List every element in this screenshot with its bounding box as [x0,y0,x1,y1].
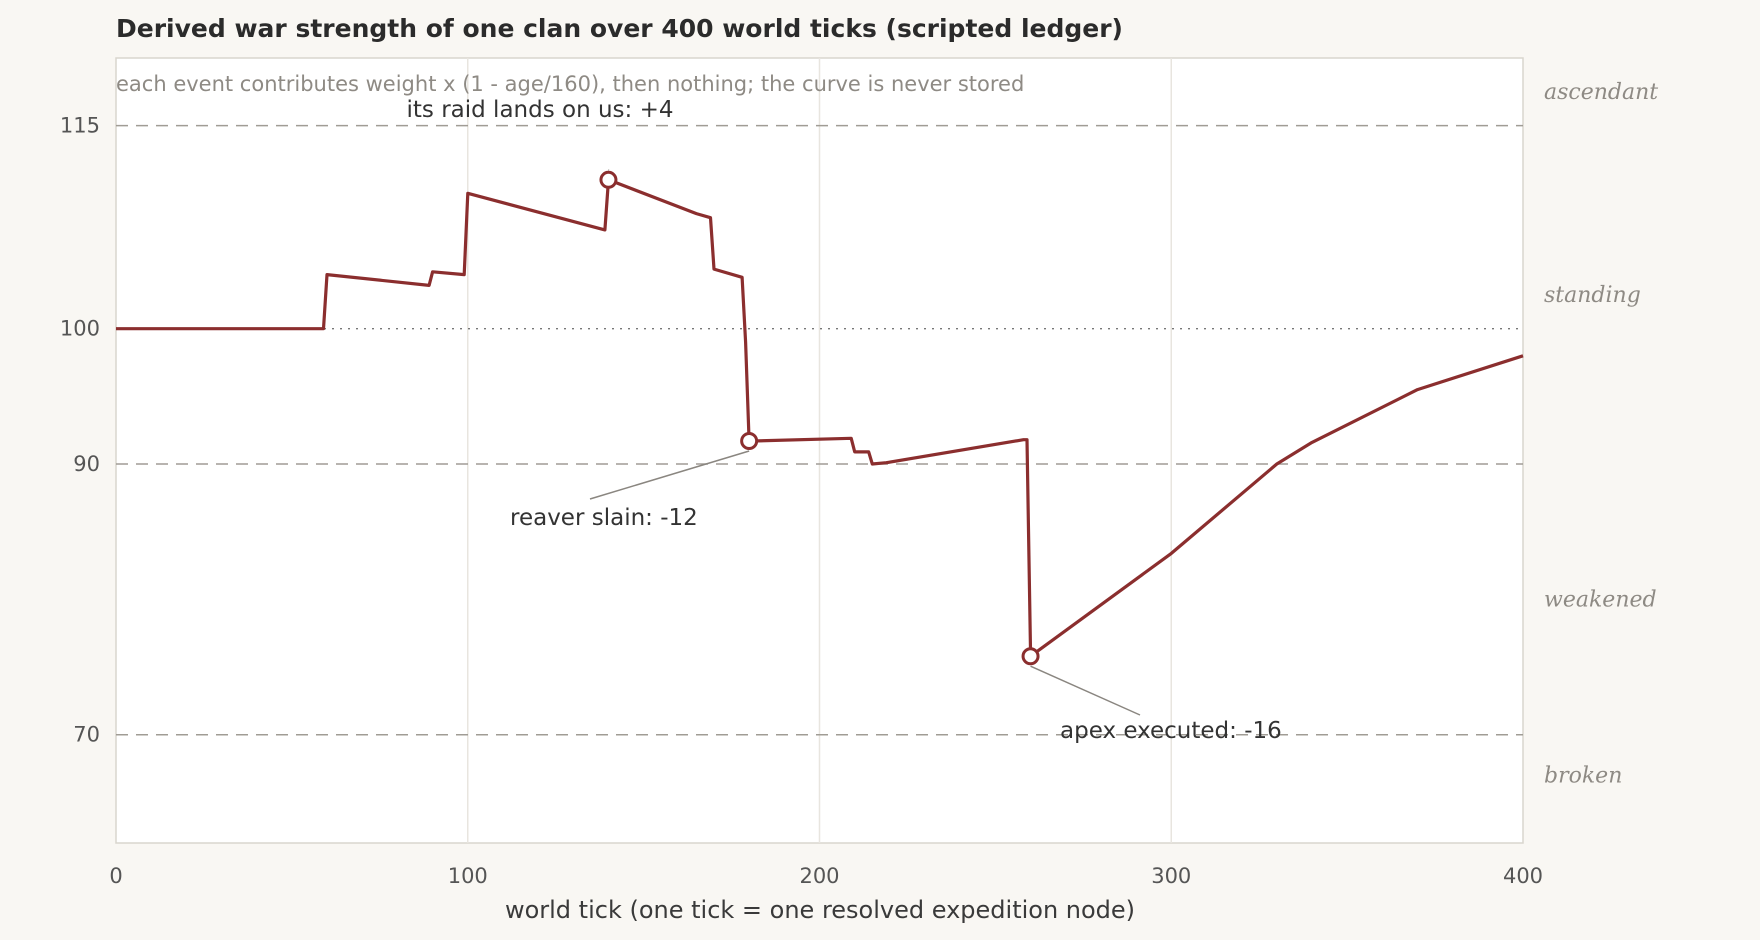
y-tick-label: 115 [60,114,100,138]
x-tick-label: 300 [1151,864,1191,888]
x-tick-label: 0 [109,864,122,888]
grid-layer [116,58,1523,843]
annotation-label: reaver slain: -12 [510,505,698,531]
band-label: standing [1544,283,1641,308]
chart-title: Derived war strength of one clan over 40… [116,14,1123,43]
chart-subtitle: each event contributes weight x (1 - age… [116,72,1024,96]
band-label-layer: ascendant standing weakened broken [1544,80,1658,788]
x-tick-label: 200 [799,864,839,888]
y-tick-label: 70 [73,723,100,747]
annotation-label: apex executed: -16 [1060,718,1282,744]
y-tick-label: 100 [60,317,100,341]
y-tick-label: 90 [73,452,100,476]
annotation-label: its raid lands on us: +4 [407,97,674,123]
x-tick-label: 100 [448,864,488,888]
band-label: weakened [1544,587,1657,612]
annotation-marker [1021,647,1040,666]
x-tick-label: 400 [1503,864,1543,888]
annotation-marker [599,170,618,189]
band-label: broken [1544,763,1622,788]
annotation-leader [1030,665,1141,716]
band-label: ascendant [1544,80,1658,105]
annotation-layer: its raid lands on us: +4 reaver slain: -1… [407,97,1282,744]
annotation-marker [740,432,759,451]
annotation-leader [589,450,750,500]
tick-layer: 0 100 200 300 400 70 90 100 115 [60,114,1543,888]
x-axis-label: world tick (one tick = one resolved expe… [505,896,1135,924]
